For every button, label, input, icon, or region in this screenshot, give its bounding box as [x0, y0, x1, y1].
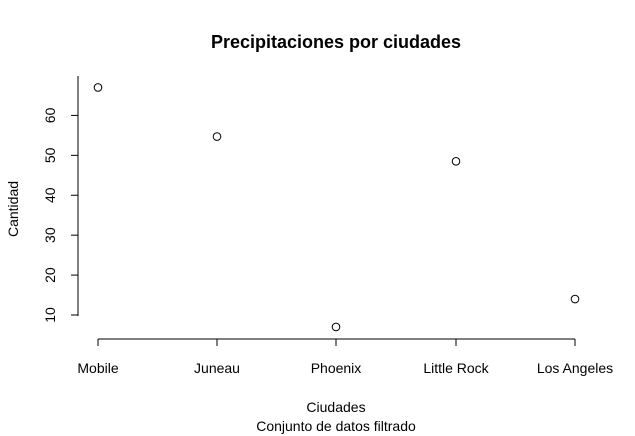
chart-subtitle: Conjunto de datos filtrado [256, 418, 416, 434]
y-tick-label: 10 [42, 307, 58, 323]
y-axis-label: Cantidad [5, 181, 21, 237]
data-point [331, 322, 341, 332]
y-tick-label: 30 [42, 227, 58, 243]
data-point [570, 294, 580, 304]
y-tick-label: 20 [42, 267, 58, 283]
y-tick-label: 50 [42, 147, 58, 163]
data-point [93, 83, 103, 92]
data-point [451, 157, 461, 166]
x-axis: Mobile Juneau Phoenix Little Rock Los Angele… [77, 338, 613, 376]
y-tick-label: 40 [42, 187, 58, 203]
x-tick-label: Los Angeles [537, 360, 613, 376]
x-tick-label: Phoenix [311, 360, 362, 376]
y-axis: 10 20 30 40 50 60 [42, 76, 79, 323]
x-tick-label: Mobile [77, 360, 118, 376]
x-axis-label: Ciudades [306, 399, 365, 415]
x-tick-label: Juneau [194, 360, 240, 376]
data-point [212, 132, 222, 141]
x-tick-label: Little Rock [423, 360, 489, 376]
y-tick-label: 60 [42, 107, 58, 123]
data-points [93, 83, 580, 332]
chart-title: Precipitaciones por ciudades [211, 32, 461, 52]
